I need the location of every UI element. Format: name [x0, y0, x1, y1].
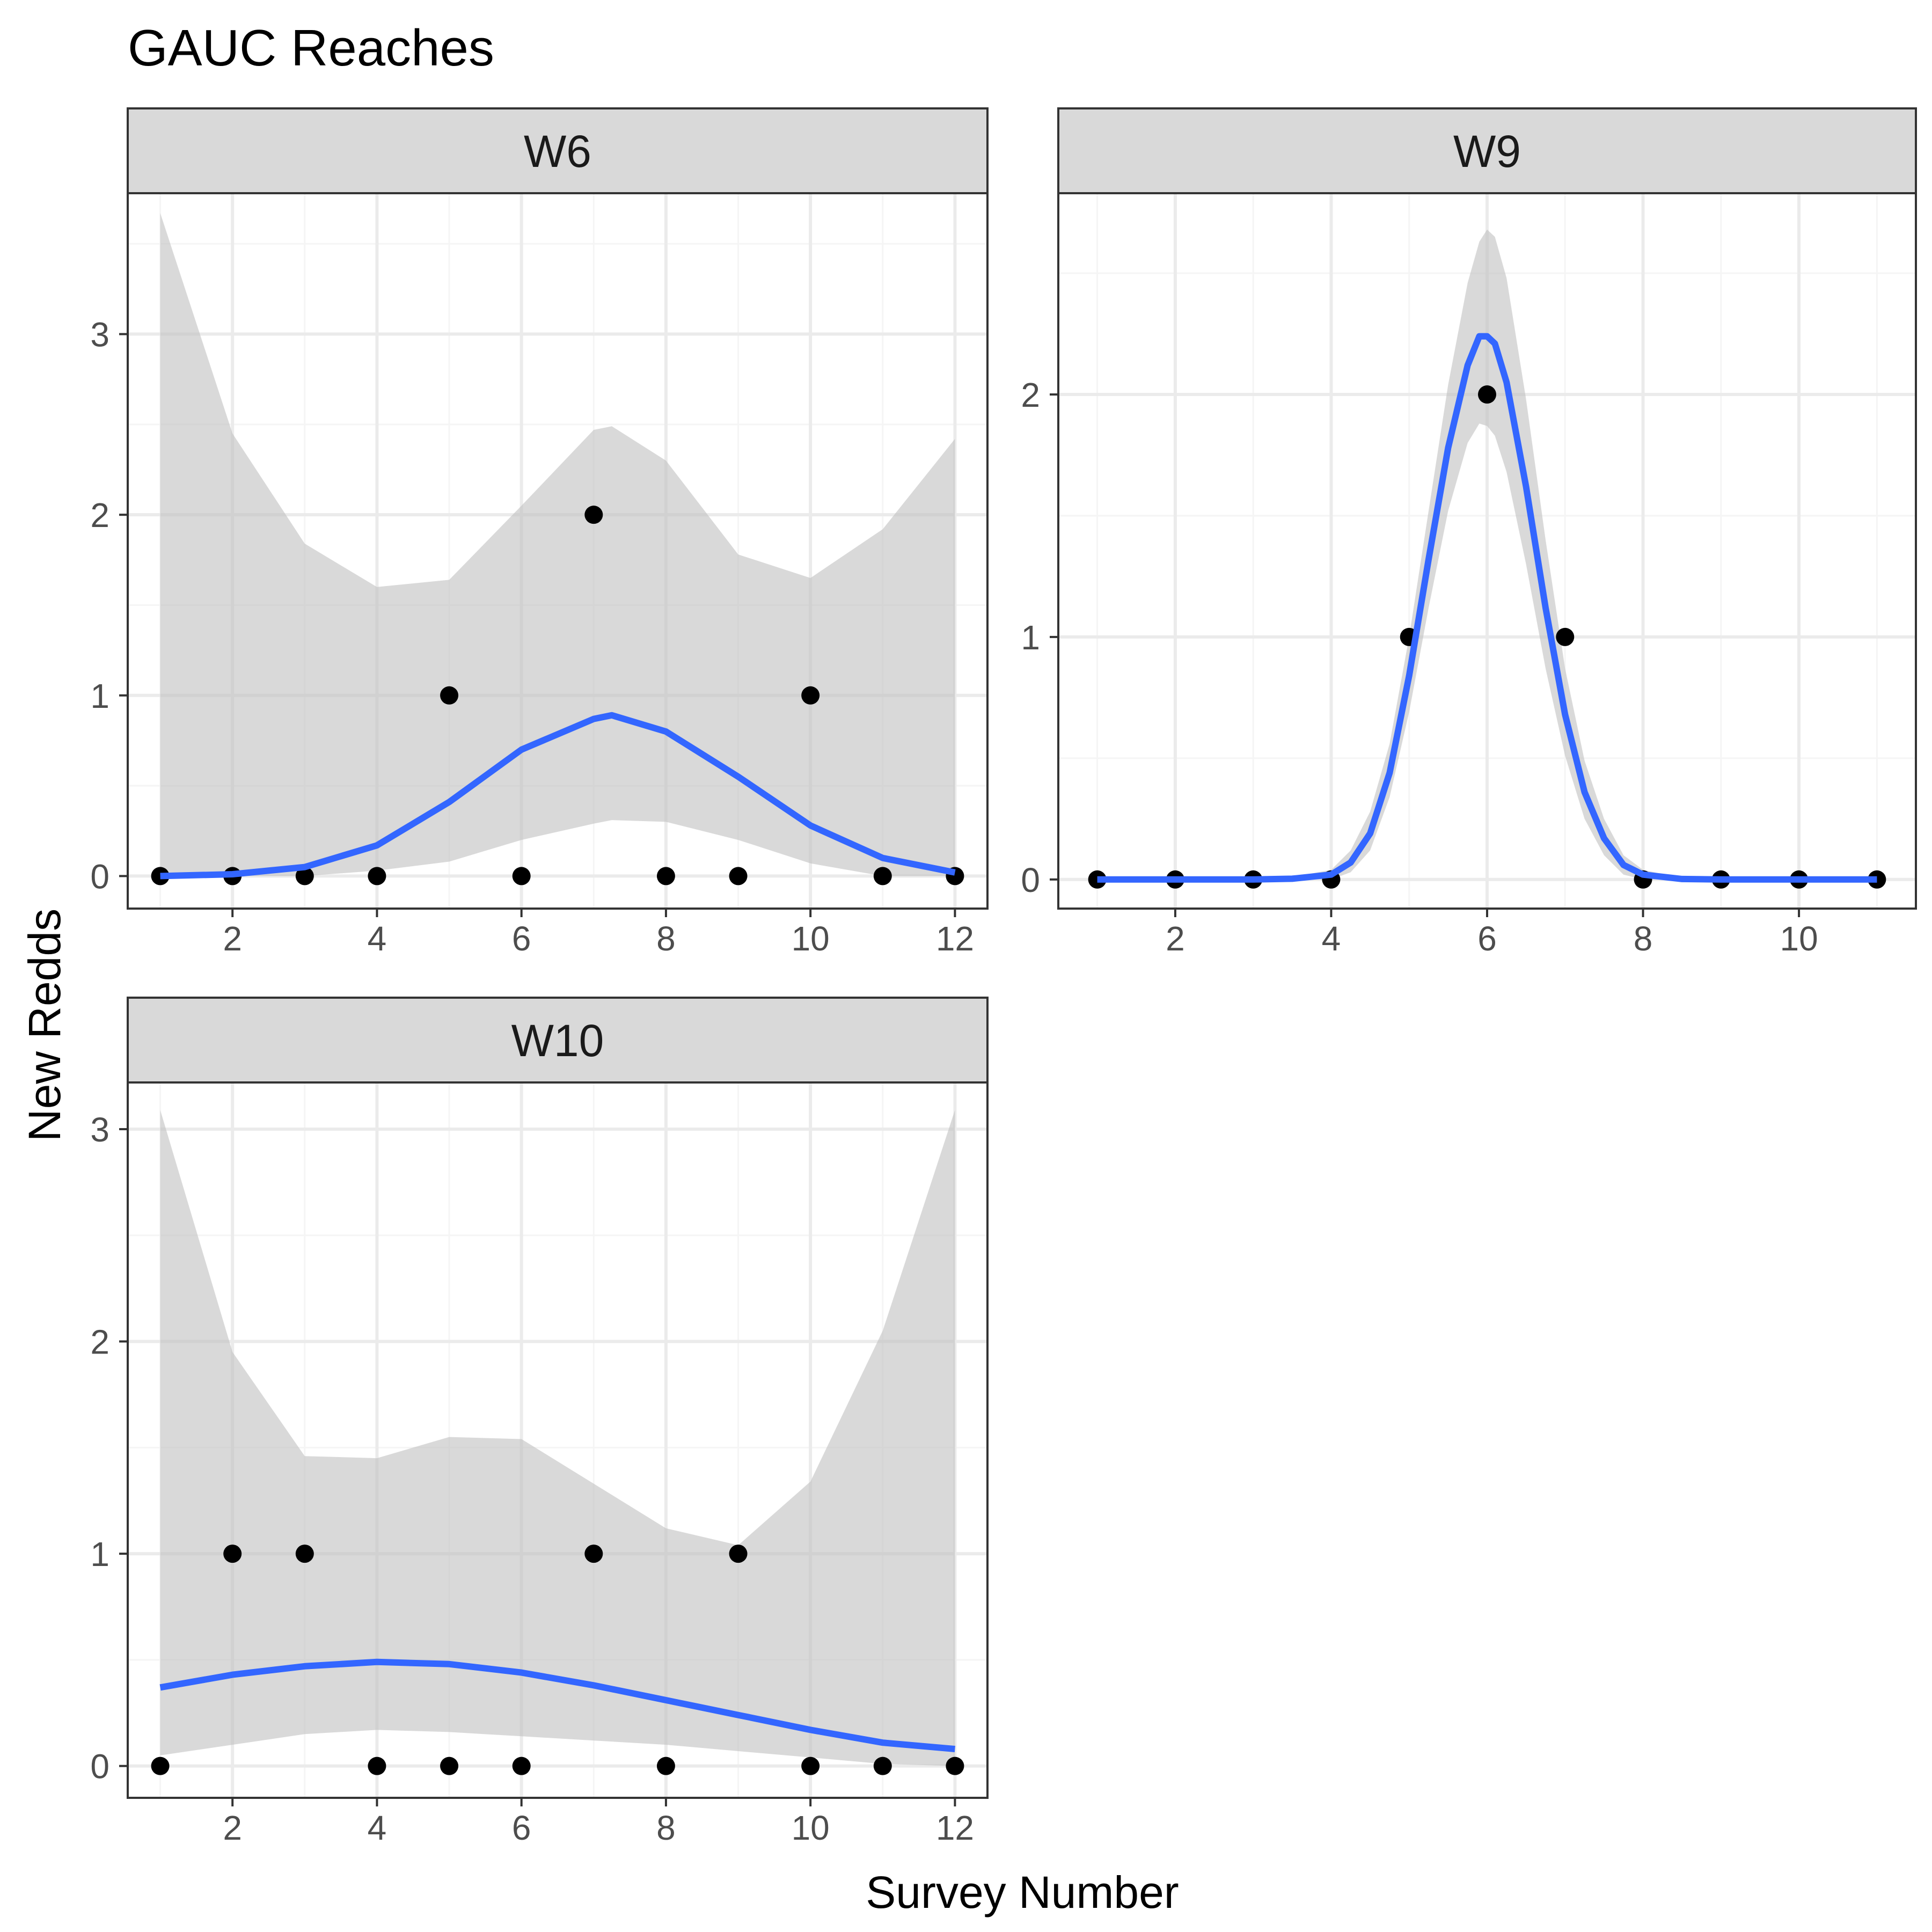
- data-point: [729, 867, 748, 885]
- chart-title: GAUC Reaches: [128, 19, 494, 77]
- strip-label-w6: W6: [524, 126, 591, 177]
- y-axis-ticks: 0 1 2: [1021, 376, 1058, 899]
- y-tick-label: 2: [90, 1323, 109, 1362]
- y-axis-ticks: 0 1 2 3: [90, 316, 128, 896]
- x-tick-label: 8: [656, 1809, 676, 1847]
- x-tick-label: 6: [1477, 919, 1497, 958]
- x-tick-label: 2: [1166, 919, 1185, 958]
- x-tick-label: 4: [368, 919, 387, 958]
- data-point: [1478, 385, 1496, 404]
- x-tick-label: 2: [223, 1809, 242, 1847]
- y-tick-label: 0: [90, 857, 109, 896]
- data-point: [873, 1757, 892, 1775]
- data-point: [295, 867, 314, 885]
- data-point: [946, 1757, 964, 1775]
- x-tick-label: 12: [936, 1809, 974, 1847]
- y-tick-label: 1: [90, 1535, 109, 1574]
- data-point: [512, 867, 531, 885]
- x-tick-label: 8: [1634, 919, 1653, 958]
- smooth-line: [1097, 333, 1877, 883]
- confidence-ribbon: [160, 1110, 955, 1766]
- smooth-line: [160, 712, 956, 880]
- data-point: [729, 1545, 748, 1563]
- data-point: [151, 867, 170, 885]
- x-tick-label: 8: [656, 919, 676, 958]
- x-tick-label: 12: [936, 919, 974, 958]
- facet-w9: W9 2 4 6 8 10 0 1 2: [1021, 107, 1917, 958]
- x-axis-ticks: 2 4 6 8 10: [1166, 909, 1818, 958]
- data-point: [368, 867, 386, 885]
- strip-label-w10: W10: [511, 1015, 604, 1066]
- x-tick-label: 4: [1322, 919, 1341, 958]
- data-point: [584, 506, 603, 524]
- x-tick-label: 10: [792, 1809, 830, 1847]
- confidence-ribbon: [160, 213, 955, 876]
- data-point: [656, 1757, 675, 1775]
- strip-background: [127, 997, 989, 1084]
- strip-background: [1057, 107, 1917, 194]
- x-tick-label: 6: [512, 919, 531, 958]
- data-point: [368, 1757, 386, 1775]
- data-point: [1556, 627, 1575, 646]
- data-point: [440, 686, 459, 705]
- x-tick-label: 10: [792, 919, 830, 958]
- x-tick-label: 4: [368, 1809, 387, 1847]
- strip-background: [127, 107, 989, 194]
- data-point: [873, 867, 892, 885]
- data-point: [801, 686, 820, 705]
- x-axis-ticks: 2 4 6 8 10 12: [223, 1798, 974, 1847]
- x-axis-ticks: 2 4 6 8 10 12: [223, 909, 974, 958]
- data-point: [151, 1757, 170, 1775]
- y-axis-ticks: 0 1 2 3: [90, 1110, 128, 1786]
- x-axis-title: Survey Number: [866, 1867, 1179, 1918]
- y-axis-title: New Redds: [19, 909, 70, 1141]
- data-point: [801, 1757, 820, 1775]
- y-tick-label: 2: [1021, 376, 1040, 414]
- smooth-line: [159, 1658, 955, 1752]
- y-tick-label: 2: [90, 496, 109, 535]
- confidence-ribbon: [1097, 229, 1877, 880]
- data-point: [440, 1757, 459, 1775]
- x-tick-label: 10: [1780, 919, 1818, 958]
- data-point: [295, 1545, 314, 1563]
- y-tick-label: 1: [1021, 618, 1040, 657]
- data-point: [656, 867, 675, 885]
- y-tick-label: 3: [90, 316, 109, 354]
- y-tick-label: 0: [1021, 861, 1040, 899]
- y-tick-label: 3: [90, 1110, 109, 1149]
- x-tick-label: 6: [512, 1809, 531, 1847]
- x-tick-label: 2: [223, 919, 242, 958]
- data-point: [512, 1757, 531, 1775]
- y-tick-label: 0: [90, 1747, 109, 1786]
- data-points: [151, 1545, 964, 1775]
- data-point: [223, 1545, 242, 1563]
- data-point: [584, 1545, 603, 1563]
- y-tick-label: 1: [90, 677, 109, 715]
- strip-label-w9: W9: [1453, 126, 1521, 177]
